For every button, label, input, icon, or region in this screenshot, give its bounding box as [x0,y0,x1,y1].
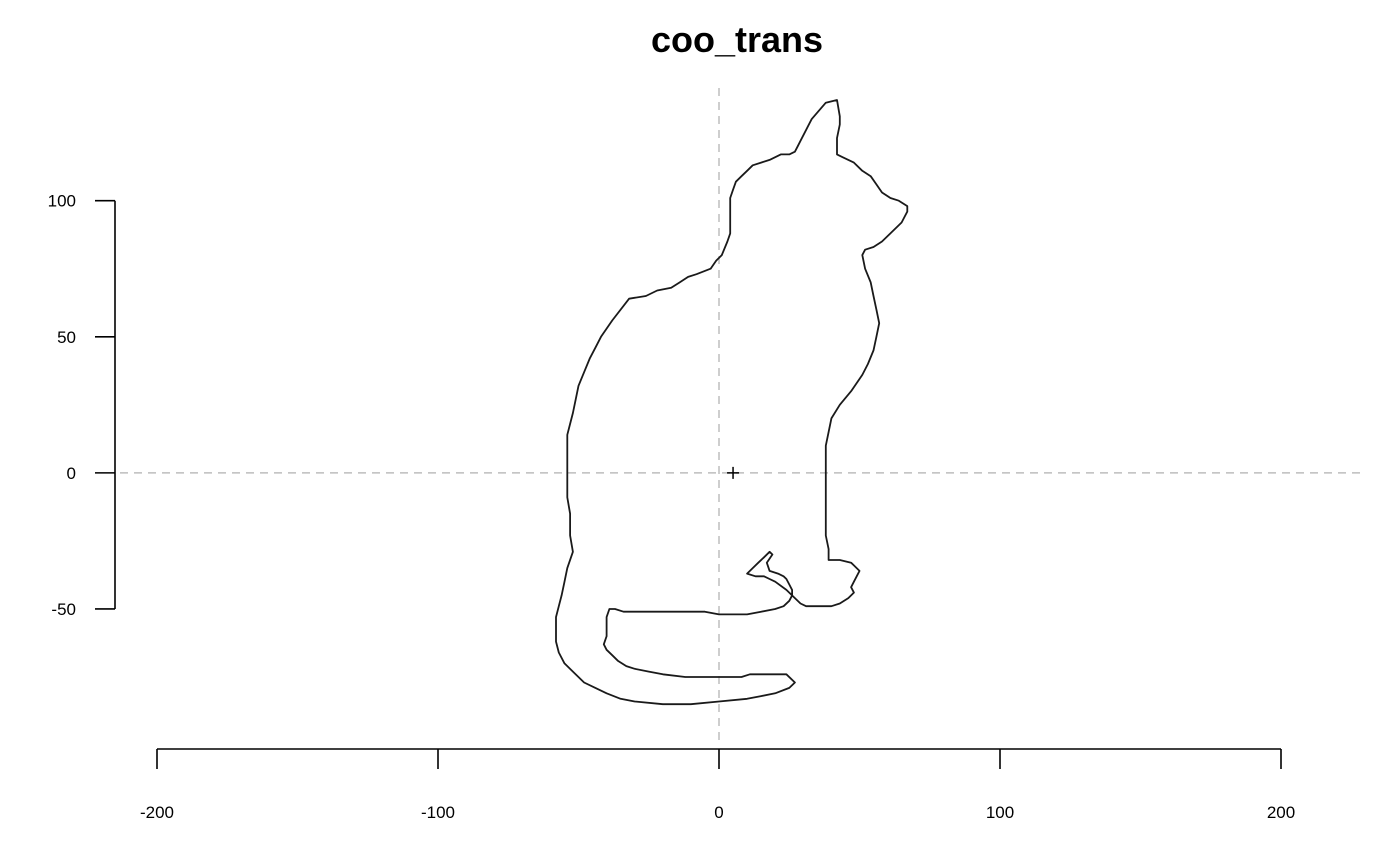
x-tick-label-4: 200 [1267,803,1295,822]
chart-title: coo_trans [651,19,823,60]
y-tick-label-3: 100 [48,192,76,211]
axes: -200 -100 0 100 200 -50 0 50 100 [48,192,1296,822]
plot-marks [555,99,909,706]
y-tick-label-1: 0 [67,464,76,483]
reference-lines [120,88,1362,740]
x-tick-label-2: 0 [714,803,723,822]
x-tick-label-1: -100 [421,803,455,822]
y-tick-label-0: -50 [51,600,76,619]
centroid-marker [727,466,740,479]
x-tick-label-0: -200 [140,803,174,822]
y-tick-label-2: 50 [57,328,76,347]
x-tick-label-3: 100 [986,803,1014,822]
shape-outline-0 [555,99,909,706]
